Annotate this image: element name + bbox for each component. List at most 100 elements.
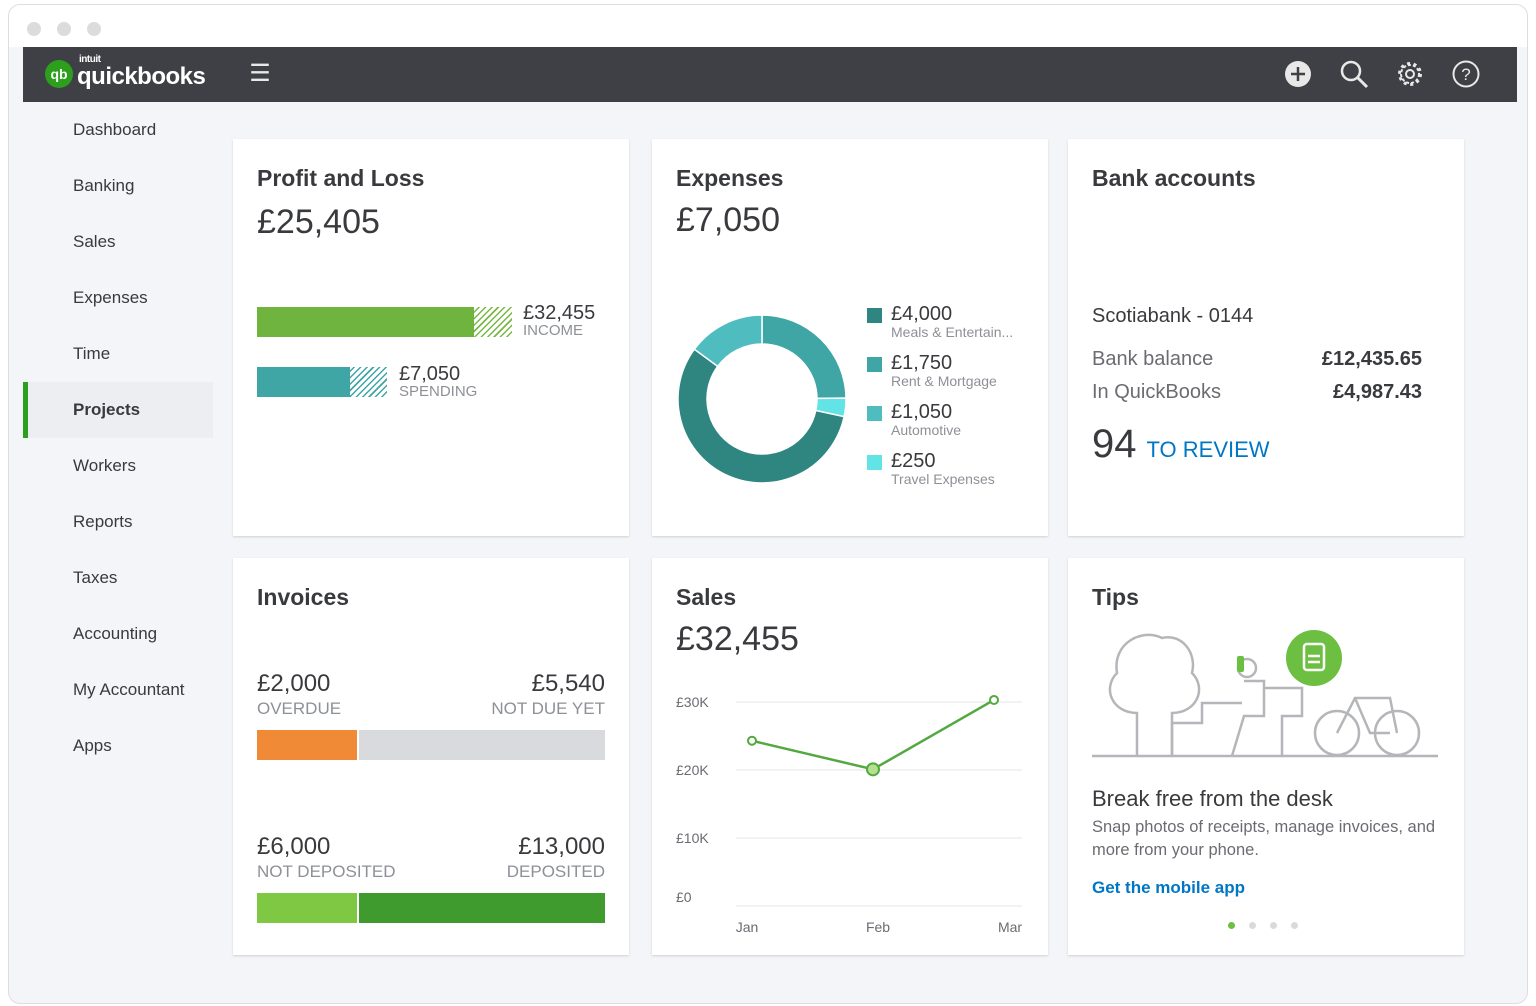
tip-heading: Break free from the desk <box>1092 786 1333 811</box>
sidebar-item-taxes[interactable]: Taxes <box>73 568 118 587</box>
close-window-button[interactable] <box>27 22 41 36</box>
y-tick-label: £0 <box>676 889 692 905</box>
card-title: Invoices <box>257 584 350 610</box>
sidebar-item-workers[interactable]: Workers <box>73 456 136 475</box>
card-title: Expenses <box>676 165 784 191</box>
not-due-segment[interactable] <box>359 730 605 760</box>
deposited-label: DEPOSITED <box>506 861 605 881</box>
bank-balance-value: £12,435.65 <box>1321 348 1422 370</box>
sidebar-item-time[interactable]: Time <box>73 344 111 363</box>
spending-label: SPENDING <box>399 383 478 400</box>
legend-amount: £4,000 <box>891 303 953 325</box>
card-title: Profit and Loss <box>257 165 425 191</box>
bank-account-name[interactable]: Scotiabank - 0144 <box>1092 305 1254 327</box>
sidebar-item-projects[interactable]: Projects <box>23 382 213 438</box>
income-bar[interactable] <box>257 307 512 337</box>
invoices-paid-bar[interactable] <box>257 893 605 923</box>
sidebar-item-expenses[interactable]: Expenses <box>73 288 148 307</box>
spending-amount: £7,050 <box>399 363 461 385</box>
logo-intuit: intuit <box>79 54 101 65</box>
donut-slice[interactable] <box>761 314 847 400</box>
invoices-unpaid-bar[interactable] <box>257 730 605 760</box>
get-mobile-app-link[interactable]: Get the mobile app <box>1092 878 1246 897</box>
y-tick-label: £10K <box>676 830 709 846</box>
x-tick-label: Feb <box>866 919 890 935</box>
quickbooks-balance-value: £4,987.43 <box>1333 381 1422 403</box>
legend-amount: £250 <box>891 450 936 472</box>
sidebar-item-accounting[interactable]: Accounting <box>73 624 158 643</box>
y-tick-label: £30K <box>676 694 709 710</box>
title-bar <box>9 5 1527 47</box>
data-point[interactable] <box>747 735 757 746</box>
carousel-dot[interactable] <box>1291 922 1298 929</box>
expenses-card[interactable]: Expenses £7,050 £4,000 Meals & Entertain.… <box>652 139 1048 536</box>
tips-card[interactable]: Tips Break free from the desk Snap photo… <box>1068 558 1464 955</box>
maximize-window-button[interactable] <box>87 22 101 36</box>
data-point[interactable] <box>989 694 999 705</box>
mobile-illustration <box>1092 630 1438 758</box>
donut-slice[interactable] <box>677 348 846 484</box>
legend-category: Automotive <box>891 422 962 438</box>
carousel-dot[interactable] <box>1249 922 1256 929</box>
income-label: INCOME <box>523 322 583 339</box>
gear-icon[interactable] <box>1395 59 1425 89</box>
donut-slice[interactable] <box>693 314 763 368</box>
y-tick-label: £20K <box>676 762 709 778</box>
legend-item[interactable]: £1,750 Rent & Mortgage <box>867 353 1013 402</box>
sidebar-item-my-accountant[interactable]: My Accountant <box>73 680 185 699</box>
legend-amount: £1,050 <box>891 401 953 423</box>
carousel-dot[interactable] <box>1270 922 1277 929</box>
expenses-donut-chart[interactable] <box>672 309 852 489</box>
sidebar-item-sales[interactable]: Sales <box>73 232 116 251</box>
sidebar-item-reports[interactable]: Reports <box>73 512 133 531</box>
bank-accounts-card[interactable]: Bank accounts Scotiabank - 0144 Bank bal… <box>1068 139 1464 536</box>
income-amount: £32,455 <box>523 302 596 324</box>
deposited-segment[interactable] <box>359 893 605 923</box>
search-icon[interactable] <box>1339 59 1369 89</box>
spending-bar[interactable] <box>257 367 387 397</box>
carousel-dot[interactable] <box>1228 922 1235 929</box>
to-review-link[interactable]: 94 TO REVIEW <box>1092 422 1422 467</box>
quickbooks-logo[interactable]: qb intuit quickbooks <box>45 55 206 90</box>
legend-swatch <box>867 406 882 421</box>
sales-line <box>751 698 995 771</box>
sales-card[interactable]: Sales £32,455 £0 £10K £20K £30K Jan Feb Mar <box>652 558 1048 955</box>
card-title: Sales <box>676 584 737 610</box>
profit-loss-card[interactable]: Profit and Loss £25,405 £32,455 INCOME £7… <box>233 139 629 536</box>
sales-line-chart[interactable]: £0 £10K £20K £30K Jan Feb Mar <box>652 678 1048 948</box>
logo-text: quickbooks <box>77 63 206 90</box>
not-deposited-segment[interactable] <box>257 893 357 923</box>
plus-icon[interactable] <box>1283 59 1313 89</box>
review-count: 94 <box>1092 422 1137 466</box>
tip-body: Snap photos of receipts, manage invoices… <box>1092 818 1436 859</box>
legend-swatch <box>867 455 882 470</box>
legend-item[interactable]: £4,000 Meals & Entertain... <box>867 304 1013 353</box>
help-icon[interactable]: ? <box>1451 59 1481 89</box>
sidebar-item-apps[interactable]: Apps <box>73 736 112 755</box>
x-tick-label: Jan <box>736 919 759 935</box>
review-label: TO REVIEW <box>1146 437 1270 462</box>
document-icon <box>1286 630 1342 686</box>
overdue-label: OVERDUE <box>257 698 342 718</box>
legend-item[interactable]: £250 Travel Expenses <box>867 451 1013 500</box>
hamburger-menu-icon[interactable]: ☰ <box>249 60 271 87</box>
legend-category: Meals & Entertain... <box>891 324 1014 340</box>
top-bar: qb intuit quickbooks ☰ ? <box>23 47 1517 102</box>
carousel-dots <box>1228 922 1298 929</box>
expenses-legend: £4,000 Meals & Entertain... £1,750 Rent & M… <box>867 304 1013 500</box>
overdue-segment[interactable] <box>257 730 357 760</box>
invoices-card[interactable]: Invoices £2,000 OVERDUE £5,540 NOT DUE YET… <box>233 558 629 955</box>
overdue-amount: £2,000 <box>257 670 331 697</box>
card-title: Bank accounts <box>1092 165 1256 191</box>
legend-item[interactable]: £1,050 Automotive <box>867 402 1013 451</box>
minimize-window-button[interactable] <box>57 22 71 36</box>
card-title: Tips <box>1092 584 1139 610</box>
sidebar-item-dashboard[interactable]: Dashboard <box>73 120 157 139</box>
qb-logo-icon: qb <box>45 60 73 88</box>
legend-amount: £1,750 <box>891 352 953 374</box>
not-deposited-amount: £6,000 <box>257 833 331 860</box>
legend-swatch <box>867 357 882 372</box>
sidebar-item-banking[interactable]: Banking <box>73 176 135 195</box>
profit-loss-total: £25,405 <box>257 203 380 241</box>
data-point[interactable] <box>866 762 880 777</box>
